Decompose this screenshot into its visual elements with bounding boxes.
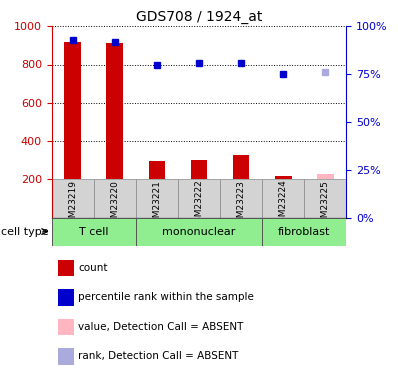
Text: T cell: T cell: [79, 226, 109, 237]
Text: GSM23220: GSM23220: [110, 180, 119, 228]
Bar: [275, 176, 292, 179]
Bar: [64, 42, 81, 179]
Bar: [52, 179, 94, 218]
Bar: [220, 179, 262, 218]
Bar: [136, 217, 262, 246]
Text: fibroblast: fibroblast: [278, 226, 330, 237]
Bar: [58, 289, 74, 306]
Bar: [58, 319, 74, 335]
Bar: [58, 348, 74, 365]
Bar: [191, 160, 207, 179]
Text: GSM23223: GSM23223: [236, 180, 246, 228]
Bar: [52, 217, 136, 246]
Bar: [148, 161, 165, 179]
Bar: [94, 179, 136, 218]
Text: GSM23221: GSM23221: [152, 180, 162, 228]
Bar: [178, 179, 220, 218]
Bar: [317, 174, 334, 179]
Text: value, Detection Call = ABSENT: value, Detection Call = ABSENT: [78, 322, 244, 332]
Bar: [233, 155, 250, 179]
Bar: [136, 179, 178, 218]
Text: rank, Detection Call = ABSENT: rank, Detection Call = ABSENT: [78, 351, 239, 361]
Text: cell type: cell type: [1, 226, 52, 237]
Bar: [58, 260, 74, 276]
Bar: [106, 44, 123, 179]
Bar: [304, 179, 346, 218]
Bar: [262, 217, 346, 246]
Text: count: count: [78, 263, 108, 273]
Title: GDS708 / 1924_at: GDS708 / 1924_at: [136, 10, 262, 24]
Text: GSM23225: GSM23225: [321, 180, 330, 228]
Text: mononuclear: mononuclear: [162, 226, 236, 237]
Text: GSM23224: GSM23224: [279, 180, 288, 228]
Text: percentile rank within the sample: percentile rank within the sample: [78, 292, 254, 302]
Text: GSM23219: GSM23219: [68, 180, 77, 229]
Bar: [262, 179, 304, 218]
Text: GSM23222: GSM23222: [195, 180, 203, 228]
